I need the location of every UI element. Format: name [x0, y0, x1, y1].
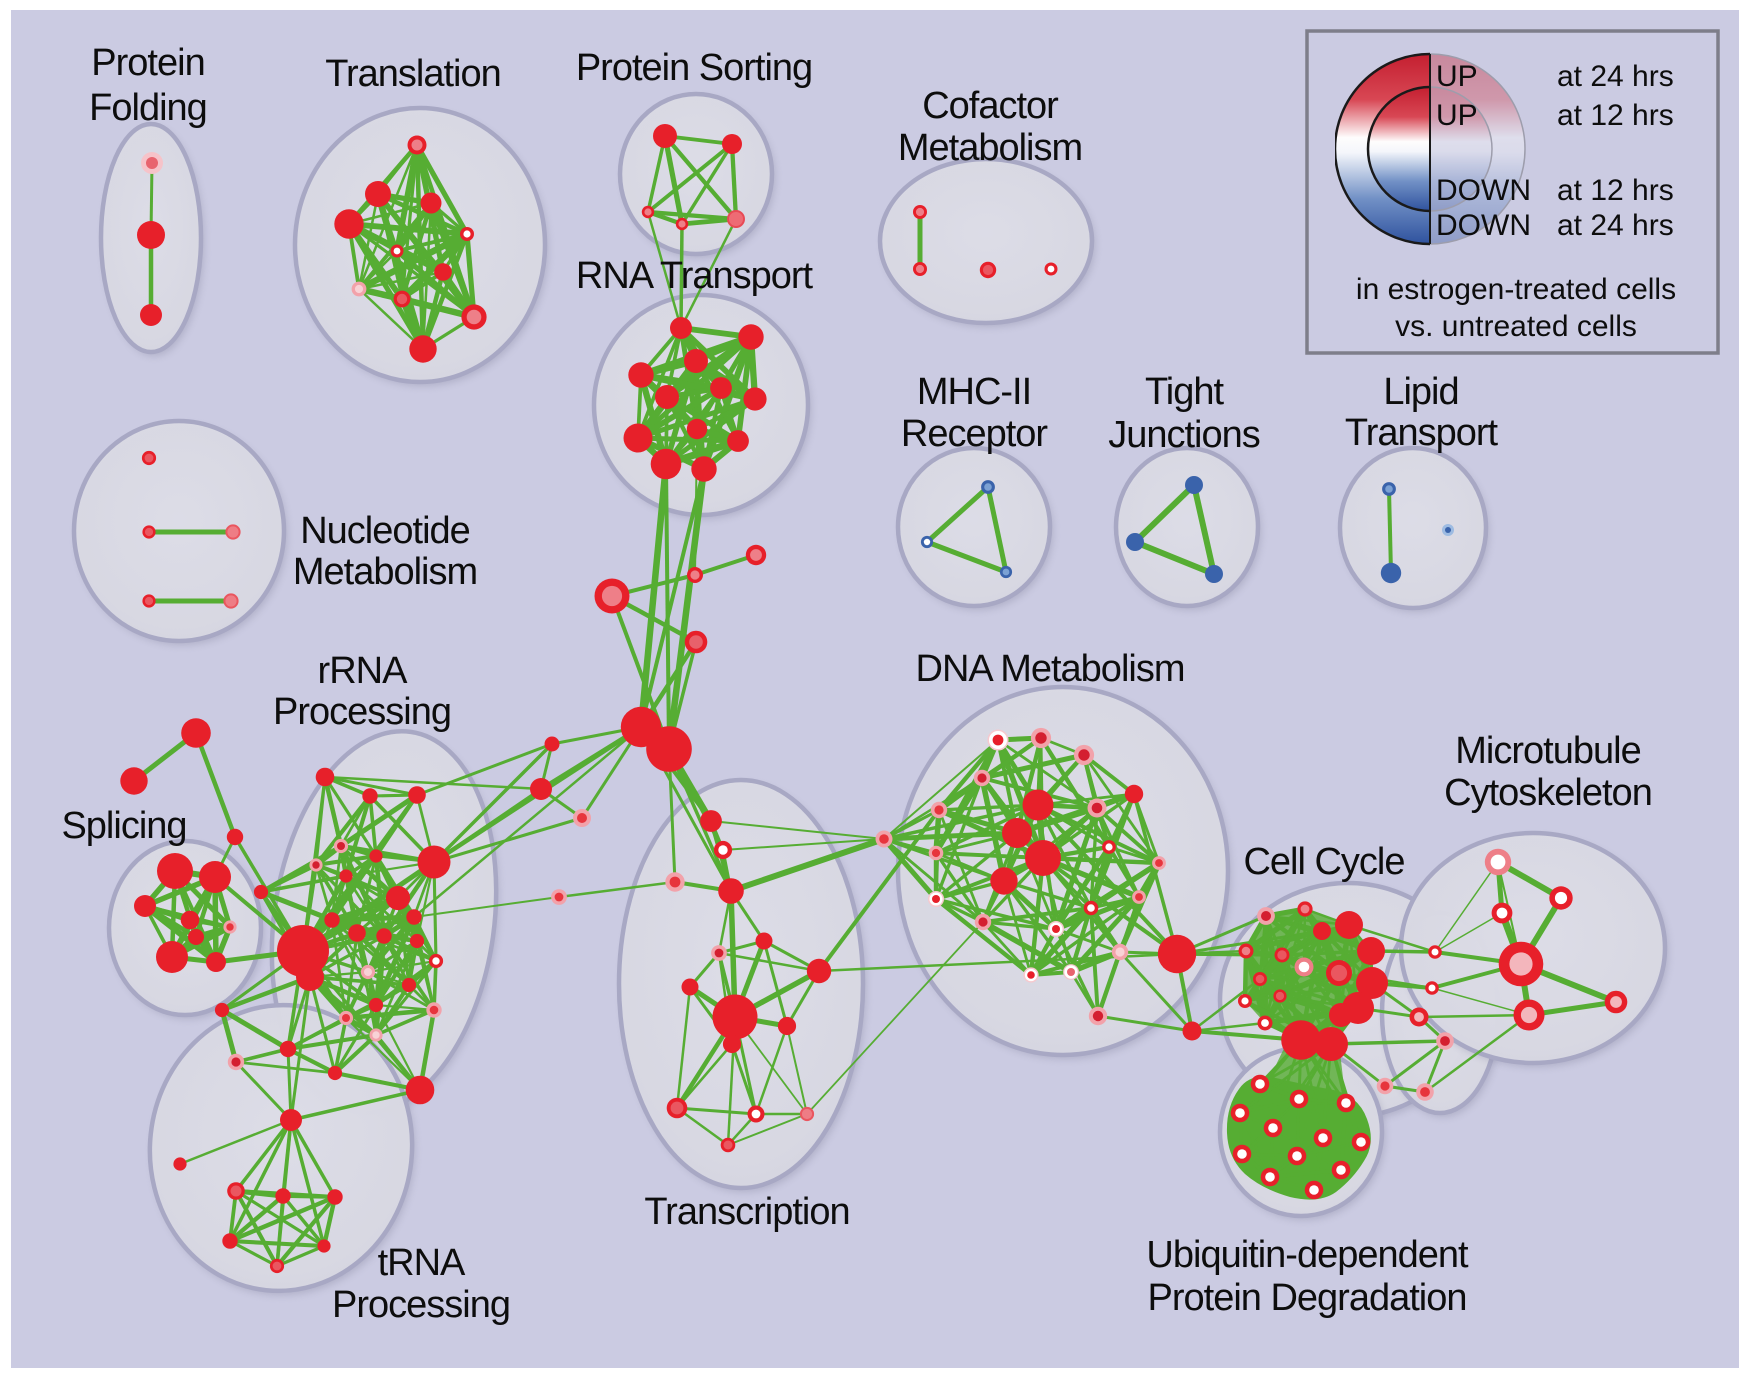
svg-text:Splicing: Splicing — [61, 805, 186, 847]
svg-text:at 12 hrs: at 12 hrs — [1557, 99, 1674, 132]
svg-text:in estrogen-treated cells: in estrogen-treated cells — [1356, 273, 1676, 306]
svg-text:at 24 hrs: at 24 hrs — [1557, 60, 1674, 93]
svg-text:DOWN: DOWN — [1436, 209, 1531, 242]
svg-text:Transport: Transport — [1345, 412, 1499, 454]
svg-text:MHC-II: MHC-II — [917, 371, 1031, 413]
svg-text:Protein: Protein — [91, 42, 204, 84]
svg-text:Translation: Translation — [325, 53, 501, 95]
svg-text:rRNA: rRNA — [318, 650, 409, 692]
svg-text:Transcription: Transcription — [644, 1191, 849, 1233]
svg-text:Protein Degradation: Protein Degradation — [1148, 1277, 1467, 1319]
svg-text:Folding: Folding — [89, 87, 207, 129]
svg-text:Lipid: Lipid — [1383, 371, 1458, 413]
svg-text:RNA Transport: RNA Transport — [576, 255, 814, 297]
svg-text:UP: UP — [1436, 60, 1478, 93]
svg-text:Microtubule: Microtubule — [1455, 730, 1640, 772]
svg-text:Junctions: Junctions — [1108, 414, 1260, 456]
svg-text:UP: UP — [1436, 99, 1478, 132]
svg-text:Tight: Tight — [1145, 371, 1225, 413]
svg-text:Processing: Processing — [332, 1284, 510, 1326]
svg-text:Ubiquitin-dependent: Ubiquitin-dependent — [1146, 1234, 1469, 1276]
svg-text:at 24 hrs: at 24 hrs — [1557, 209, 1674, 242]
svg-text:Receptor: Receptor — [901, 413, 1049, 455]
svg-text:Protein Sorting: Protein Sorting — [576, 47, 812, 89]
svg-text:Metabolism: Metabolism — [898, 127, 1082, 169]
svg-text:DOWN: DOWN — [1436, 174, 1531, 207]
svg-text:vs. untreated cells: vs. untreated cells — [1395, 310, 1637, 343]
svg-text:Nucleotide: Nucleotide — [300, 510, 470, 552]
svg-text:Cytoskeleton: Cytoskeleton — [1444, 772, 1652, 814]
svg-text:Cell Cycle: Cell Cycle — [1243, 841, 1404, 883]
svg-text:DNA Metabolism: DNA Metabolism — [916, 648, 1185, 690]
svg-text:tRNA: tRNA — [378, 1242, 466, 1284]
svg-text:Cofactor: Cofactor — [922, 85, 1059, 127]
svg-text:at 12 hrs: at 12 hrs — [1557, 174, 1674, 207]
svg-text:Processing: Processing — [273, 691, 451, 733]
svg-text:Metabolism: Metabolism — [293, 551, 477, 593]
